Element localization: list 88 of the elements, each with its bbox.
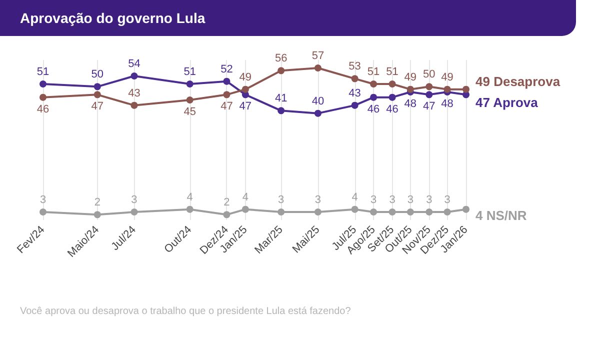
point <box>130 72 138 80</box>
data-label: 4 <box>242 191 248 204</box>
data-label: 54 <box>128 58 140 70</box>
point <box>462 206 470 213</box>
point <box>351 206 358 213</box>
point <box>388 208 396 216</box>
point <box>186 80 194 88</box>
point <box>370 208 378 216</box>
data-label: 51 <box>36 66 50 78</box>
data-label: 50 <box>91 68 104 81</box>
data-label: 47 <box>91 100 104 113</box>
point <box>130 102 138 109</box>
data-label: 2 <box>94 196 100 209</box>
point <box>388 94 396 101</box>
data-label: 3 <box>278 194 284 206</box>
point <box>444 208 451 216</box>
point <box>242 206 249 213</box>
data-label: 51 <box>386 66 398 78</box>
data-label: 46 <box>36 103 50 116</box>
point <box>444 86 451 93</box>
data-label: 47 <box>423 100 436 113</box>
point <box>40 208 46 216</box>
point <box>426 208 433 216</box>
data-label: 40 <box>312 95 324 108</box>
data-label: 51 <box>367 66 380 78</box>
data-label: 49 <box>441 71 454 84</box>
point <box>94 83 101 90</box>
data-label: 48 <box>404 98 417 110</box>
point <box>242 86 249 93</box>
point <box>223 78 230 85</box>
point <box>186 206 194 213</box>
data-label: 4 <box>352 191 358 204</box>
data-label: 3 <box>131 194 138 206</box>
text: 49 Desaprova <box>476 74 560 89</box>
data-label: 45 <box>184 106 196 118</box>
point <box>406 86 414 93</box>
data-label: 43 <box>128 87 140 100</box>
point <box>40 94 46 101</box>
point <box>314 208 322 216</box>
text: 4 NS/NR <box>476 208 527 223</box>
data-label: 57 <box>312 50 324 62</box>
data-label: 50 <box>423 68 436 81</box>
point <box>388 80 396 88</box>
point <box>40 80 46 88</box>
data-label: 51 <box>184 66 196 78</box>
point <box>94 91 101 98</box>
text: Você aprova ou desaprova o trabalho que o presidente Lula está fazendo? <box>20 306 351 317</box>
data-label: 46 <box>367 103 380 116</box>
data-label: 47 <box>220 100 233 113</box>
chart-title: Aprovação do governo Lula <box>20 10 206 26</box>
point <box>130 208 138 216</box>
data-label: 48 <box>441 98 454 110</box>
data-label: 3 <box>370 194 377 206</box>
data-label: 49 <box>404 71 417 84</box>
point <box>426 83 433 90</box>
data-label: 3 <box>444 194 450 206</box>
data-label: 56 <box>274 52 288 65</box>
point <box>94 211 101 218</box>
data-label: 3 <box>389 194 396 206</box>
data-label: 4 <box>186 191 193 204</box>
point <box>223 211 230 218</box>
data-label: 47 <box>239 100 252 113</box>
point <box>426 91 433 98</box>
point <box>278 107 285 114</box>
data-label: 2 <box>224 196 230 209</box>
data-label: 3 <box>407 194 414 206</box>
data-label: 43 <box>348 87 361 100</box>
data-label: 53 <box>348 60 361 73</box>
point <box>186 96 194 104</box>
text: 47 Aprova <box>476 95 538 110</box>
point <box>406 208 414 216</box>
point <box>314 64 322 72</box>
point <box>370 80 378 88</box>
data-label: 41 <box>274 92 288 105</box>
data-label: 46 <box>386 103 398 116</box>
data-label: 52 <box>220 63 233 76</box>
point <box>351 102 358 109</box>
data-label: 3 <box>314 194 322 206</box>
point <box>314 110 322 117</box>
point <box>462 86 470 93</box>
data-label: 3 <box>426 194 432 206</box>
point <box>278 67 285 74</box>
data-label: 3 <box>40 194 46 206</box>
point <box>278 208 285 216</box>
point <box>351 75 358 82</box>
data-label: 49 <box>239 71 252 84</box>
point <box>370 94 378 101</box>
point <box>223 91 230 98</box>
